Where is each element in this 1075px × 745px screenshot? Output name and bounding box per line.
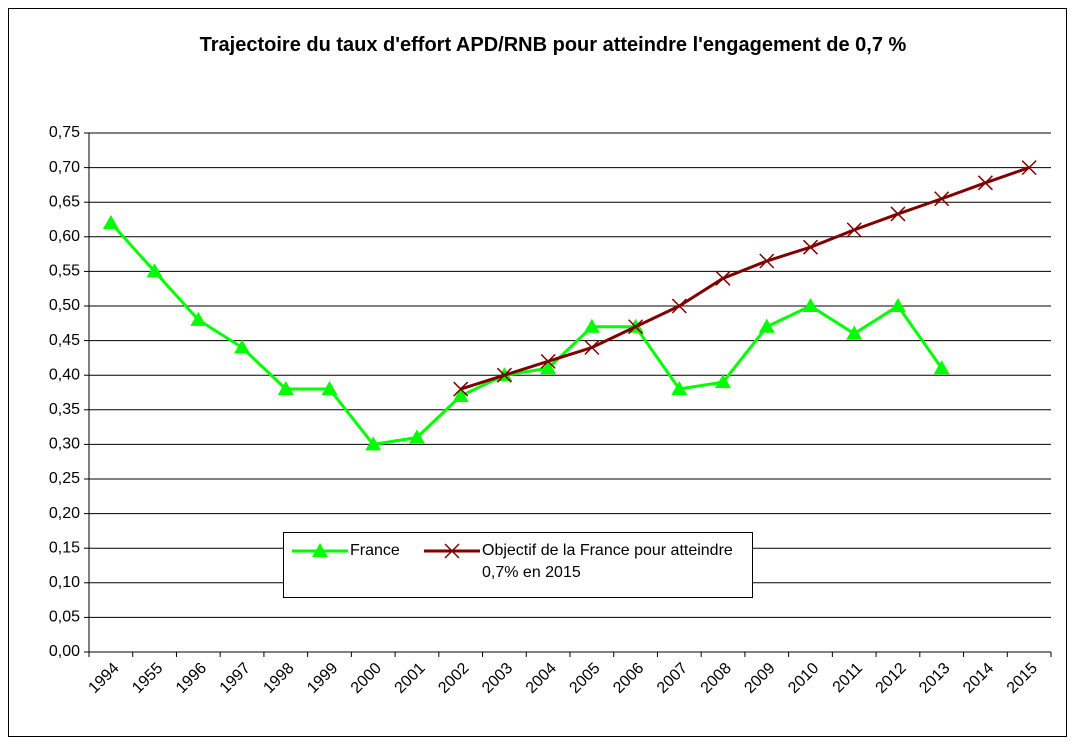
marker xyxy=(146,263,163,278)
marker xyxy=(758,318,775,333)
y-tick-label: 0,40 xyxy=(49,366,80,383)
marker xyxy=(671,298,687,314)
y-tick-label: 0,50 xyxy=(49,297,80,314)
marker xyxy=(321,381,338,396)
marker xyxy=(628,319,644,335)
marker xyxy=(802,298,819,312)
marker xyxy=(671,381,688,396)
marker xyxy=(312,543,328,557)
marker xyxy=(234,339,251,354)
marker xyxy=(365,436,382,451)
legend-label: Objectif de la France pour atteindre 0,7… xyxy=(482,542,733,581)
marker xyxy=(846,222,862,238)
legend-item: Objectif de la France pour atteindre 0,7… xyxy=(422,540,752,584)
legend-item: France xyxy=(290,540,410,562)
marker xyxy=(277,381,294,396)
series-line xyxy=(109,221,943,446)
y-tick-label: 0,60 xyxy=(49,228,80,245)
marker xyxy=(496,367,512,383)
y-tick-label: 0,25 xyxy=(49,470,80,487)
marker xyxy=(802,239,819,255)
marker xyxy=(889,298,906,312)
y-tick-label: 0,00 xyxy=(49,643,80,660)
marker xyxy=(934,191,950,207)
marker xyxy=(540,360,557,375)
legend-swatch xyxy=(292,543,348,557)
marker xyxy=(453,381,469,397)
y-tick-label: 0,45 xyxy=(49,332,80,349)
y-tick-label: 0,05 xyxy=(49,609,80,626)
chart-title: Trajectoire du taux d'effort APD/RNB pou… xyxy=(199,34,907,56)
series-line xyxy=(460,166,1030,391)
marker xyxy=(715,374,732,389)
marker xyxy=(977,175,993,191)
legend-label: France xyxy=(350,542,400,559)
y-tick-label: 0,70 xyxy=(49,159,80,176)
y-tick-label: 0,55 xyxy=(49,263,80,280)
marker xyxy=(540,353,556,369)
marker xyxy=(408,429,425,444)
marker xyxy=(715,270,731,286)
y-tick-label: 0,35 xyxy=(49,401,80,418)
marker xyxy=(102,214,119,229)
chart-frame xyxy=(8,8,1067,737)
legend: France Objectif de la France pour atteind… xyxy=(283,532,753,598)
y-tick-label: 0,15 xyxy=(49,539,80,556)
y-tick-label: 0,75 xyxy=(49,124,80,141)
marker xyxy=(452,387,469,402)
y-tick-label: 0,65 xyxy=(49,193,80,210)
marker xyxy=(444,543,460,559)
marker xyxy=(584,339,600,356)
legend-swatch xyxy=(424,543,480,559)
marker xyxy=(933,360,950,375)
marker xyxy=(583,318,600,333)
marker xyxy=(190,311,207,326)
marker xyxy=(759,253,775,269)
marker xyxy=(846,325,863,340)
marker xyxy=(1021,160,1037,176)
marker xyxy=(890,206,906,222)
y-tick-label: 0,20 xyxy=(49,505,80,522)
y-tick-label: 0,30 xyxy=(49,436,80,453)
y-tick-label: 0,10 xyxy=(49,574,80,591)
